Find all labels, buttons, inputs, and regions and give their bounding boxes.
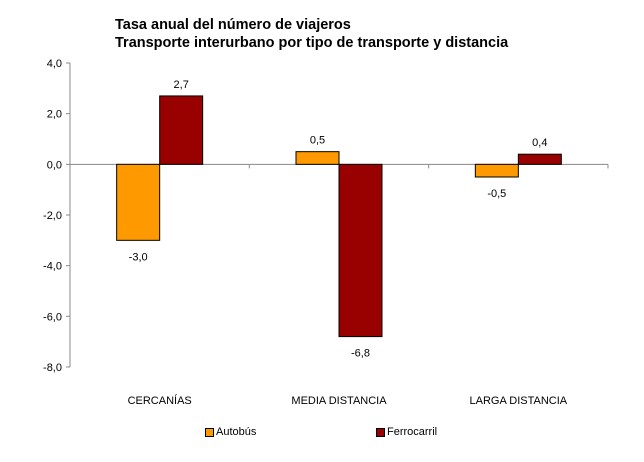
y-tick-label: 2,0 xyxy=(47,109,62,121)
bar-autobús xyxy=(116,163,161,241)
data-label: -3,0 xyxy=(129,251,148,263)
y-tick-label: -6,0 xyxy=(43,311,62,323)
y-tick-label: 4,0 xyxy=(47,58,62,70)
category-label: CERCANÍAS xyxy=(128,394,192,407)
legend-swatch-autobus xyxy=(205,427,214,437)
data-label: 2,7 xyxy=(174,79,189,91)
y-tick-label: 0,0 xyxy=(47,159,62,171)
bar-ferrocarril xyxy=(338,163,383,338)
y-tick-label: -2,0 xyxy=(43,210,62,222)
bar-ferrocarril xyxy=(517,153,562,165)
data-label: 0,4 xyxy=(532,137,547,149)
data-label: -6,8 xyxy=(351,348,370,360)
bar-ferrocarril xyxy=(159,95,204,165)
bar-autobús xyxy=(474,163,519,178)
y-tick-label: -4,0 xyxy=(43,261,62,273)
legend-label-autobus: Autobús xyxy=(216,426,257,438)
bar-autobús xyxy=(295,151,340,165)
category-label: MEDIA DISTANCIA xyxy=(291,395,387,407)
chart-subtitle: Transporte interurbano por tipo de trans… xyxy=(115,35,509,51)
data-label: -0,5 xyxy=(487,188,506,200)
data-label: 0,5 xyxy=(310,135,325,147)
legend-item-autobus: Autobús xyxy=(205,426,256,438)
y-tick-label: -8,0 xyxy=(43,362,62,374)
legend-label-ferrocarril: Ferrocarril xyxy=(387,426,438,438)
legend-item-ferrocarril: Ferrocarril xyxy=(376,426,437,438)
chart-title: Tasa anual del número de viajeros xyxy=(115,17,351,33)
legend-swatch-ferrocarril xyxy=(376,427,385,437)
category-label: LARGA DISTANCIA xyxy=(470,395,568,407)
